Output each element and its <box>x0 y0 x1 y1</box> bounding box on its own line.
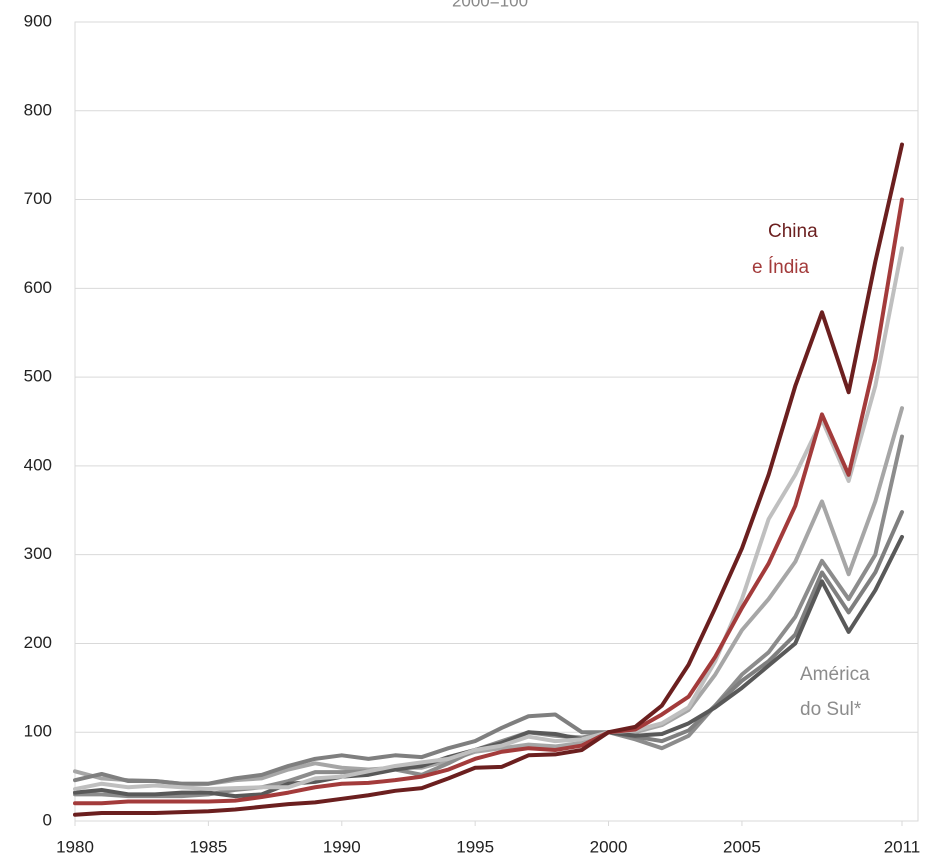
y-tick-label: 800 <box>24 100 52 119</box>
annotation: China <box>768 221 818 242</box>
x-tick-label: 1995 <box>456 837 494 856</box>
series-line <box>73 406 904 786</box>
series-line <box>73 142 904 817</box>
x-tick-label: 1990 <box>323 837 361 856</box>
series-line <box>73 246 904 792</box>
y-tick-label: 0 <box>43 810 52 829</box>
series-line <box>73 197 904 806</box>
plot-border <box>74 21 919 822</box>
y-tick-label: 600 <box>24 278 52 297</box>
annotation: do Sul* <box>800 699 862 720</box>
x-tick-label: 1980 <box>56 837 94 856</box>
y-tick-label: 300 <box>24 544 52 563</box>
series-line <box>73 434 904 799</box>
x-tick-label: 1985 <box>189 837 227 856</box>
y-tick-label: 500 <box>24 367 52 386</box>
y-tick-label: 200 <box>24 633 52 652</box>
chart-title: 2000=100 <box>452 0 528 10</box>
x-tick-label: 2000 <box>590 837 628 856</box>
annotation: e Índia <box>752 257 809 278</box>
annotation: América <box>800 664 870 685</box>
x-tick-label: 2005 <box>723 837 761 856</box>
x-tick-label: 2011 <box>884 837 921 856</box>
y-tick-label: 100 <box>24 722 52 741</box>
y-tick-label: 400 <box>24 455 52 474</box>
y-tick-label: 700 <box>24 189 52 208</box>
y-tick-label: 900 <box>24 11 52 30</box>
series-line <box>73 510 904 786</box>
